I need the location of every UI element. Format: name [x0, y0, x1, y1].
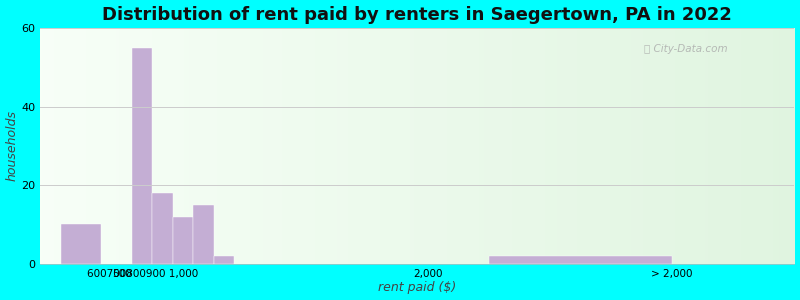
- Bar: [173, 217, 193, 264]
- Bar: [153, 193, 173, 264]
- Text: ⓘ City-Data.com: ⓘ City-Data.com: [644, 44, 727, 54]
- Title: Distribution of rent paid by renters in Saegertown, PA in 2022: Distribution of rent paid by renters in …: [102, 6, 732, 24]
- Bar: [489, 256, 672, 264]
- Bar: [61, 224, 102, 264]
- Bar: [214, 256, 234, 264]
- Bar: [132, 47, 153, 264]
- Y-axis label: households: households: [6, 110, 18, 181]
- Bar: [193, 205, 214, 264]
- X-axis label: rent paid ($): rent paid ($): [378, 281, 457, 294]
